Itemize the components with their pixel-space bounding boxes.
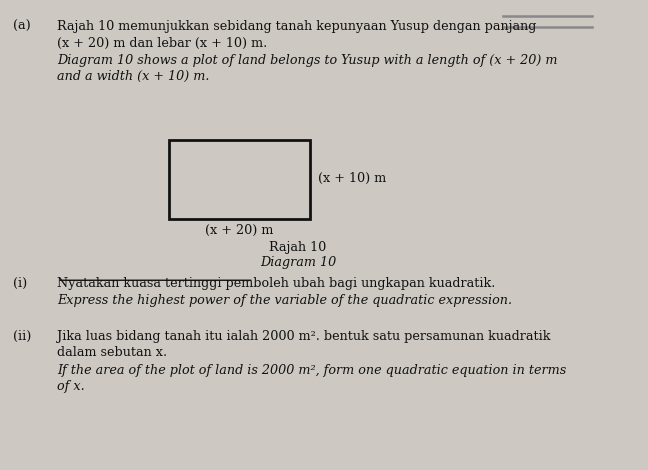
Text: Diagram 10: Diagram 10 [260, 256, 336, 269]
Text: Diagram 10 shows a plot of land belongs to Yusup with a length of (x + 20) m: Diagram 10 shows a plot of land belongs … [57, 54, 557, 67]
Text: dalam sebutan x.: dalam sebutan x. [57, 346, 167, 359]
Text: and a width (x + 10) m.: and a width (x + 10) m. [57, 70, 209, 83]
Text: (a): (a) [13, 20, 30, 33]
Text: Jika luas bidang tanah itu ialah 2000 m². bentuk satu persamunan kuadratik: Jika luas bidang tanah itu ialah 2000 m²… [57, 329, 551, 343]
Text: (x + 10) m: (x + 10) m [318, 172, 387, 185]
Text: (ii): (ii) [13, 329, 31, 343]
Text: Rajah 10: Rajah 10 [270, 241, 327, 254]
Text: Rajah 10 memunjukkan sebidang tanah kepunyaan Yusup dengan panjang: Rajah 10 memunjukkan sebidang tanah kepu… [57, 20, 537, 33]
Bar [168, 141, 310, 219]
Text: Nyatakan kuasa tertinggi pemboleh ubah bagi ungkapan kuadratik.: Nyatakan kuasa tertinggi pemboleh ubah b… [57, 276, 496, 290]
Text: Express the highest power of the variable of the quadratic expression.: Express the highest power of the variabl… [57, 294, 512, 306]
Text: If the area of the plot of land is 2000 m², form one quadratic equation in terms: If the area of the plot of land is 2000 … [57, 364, 566, 377]
Text: (x + 20) m dan lebar (x + 10) m.: (x + 20) m dan lebar (x + 10) m. [57, 37, 267, 49]
Text: (x + 20) m: (x + 20) m [205, 223, 273, 236]
Text: (i): (i) [13, 276, 27, 290]
Text: of x.: of x. [57, 380, 85, 393]
